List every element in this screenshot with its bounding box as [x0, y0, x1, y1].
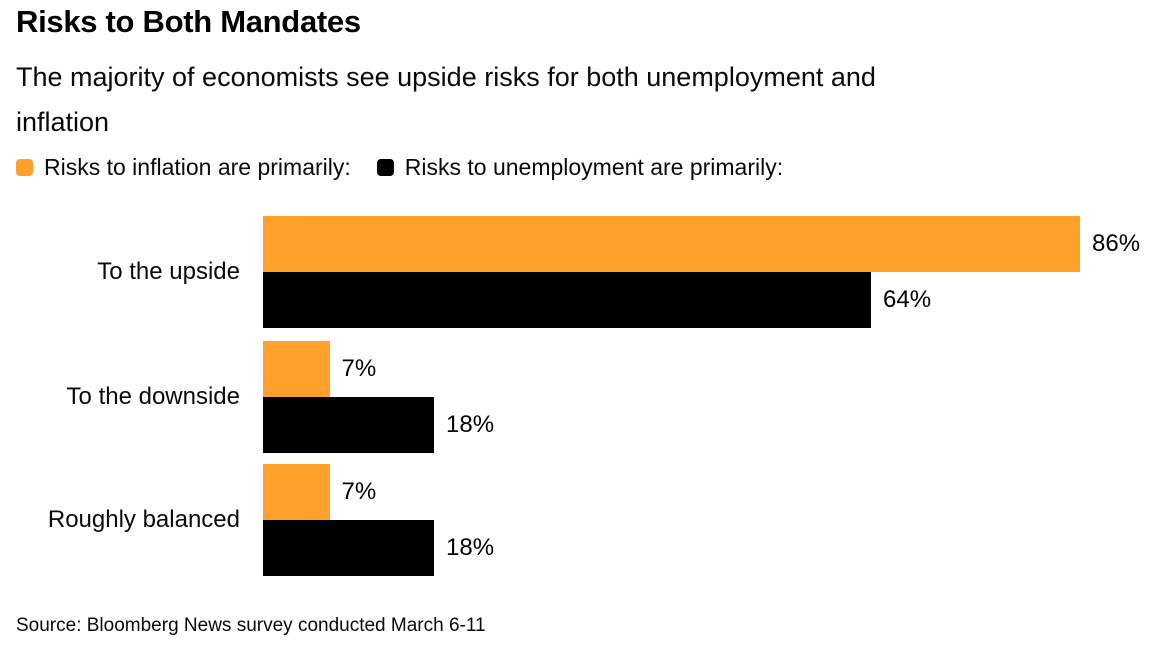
legend-label-unemployment: Risks to unemployment are primarily: — [404, 154, 784, 180]
chart-title: Risks to Both Mandates — [16, 4, 361, 39]
bar-unemployment: 18% — [263, 397, 494, 453]
legend-item-unemployment: Risks to unemployment are primarily: — [376, 154, 784, 181]
bar-unemployment: 64% — [263, 272, 931, 328]
legend-item-inflation: Risks to inflation are primarily: — [16, 154, 351, 181]
legend-swatch-unemployment-icon — [376, 159, 394, 176]
bar-inflation: 7% — [263, 341, 376, 397]
legend: Risks to inflation are primarily: Risks … — [16, 154, 783, 181]
bar-unemployment: 18% — [263, 520, 494, 576]
bar-value-label: 7% — [341, 355, 377, 382]
chart-row-downside: To the downside 7% 18% — [0, 341, 1155, 453]
bar-inflation: 7% — [263, 464, 376, 520]
bar-inflation: 86% — [263, 216, 1140, 272]
bar-value-label: 18% — [446, 534, 495, 561]
bar-value-label: 64% — [883, 286, 932, 313]
category-label: To the upside — [97, 258, 240, 285]
legend-swatch-inflation-icon — [16, 159, 33, 176]
source-note: Source: Bloomberg News survey conducted … — [16, 615, 486, 636]
chart-row-balanced: Roughly balanced 7% 18% — [0, 464, 1155, 576]
bar-value-label: 18% — [446, 411, 495, 438]
chart-subtitle: The majority of economists see upside ri… — [16, 55, 876, 145]
category-label: Roughly balanced — [47, 506, 240, 533]
bar-value-label: 7% — [341, 478, 377, 505]
subtitle-line-1: The majority of economists see upside ri… — [16, 62, 876, 92]
category-label: To the downside — [66, 383, 240, 410]
bar-value-label: 86% — [1092, 230, 1141, 257]
legend-label-inflation: Risks to inflation are primarily: — [44, 154, 351, 180]
chart-row-upside: To the upside 86% 64% — [0, 216, 1155, 328]
subtitle-line-2: inflation — [16, 107, 110, 137]
